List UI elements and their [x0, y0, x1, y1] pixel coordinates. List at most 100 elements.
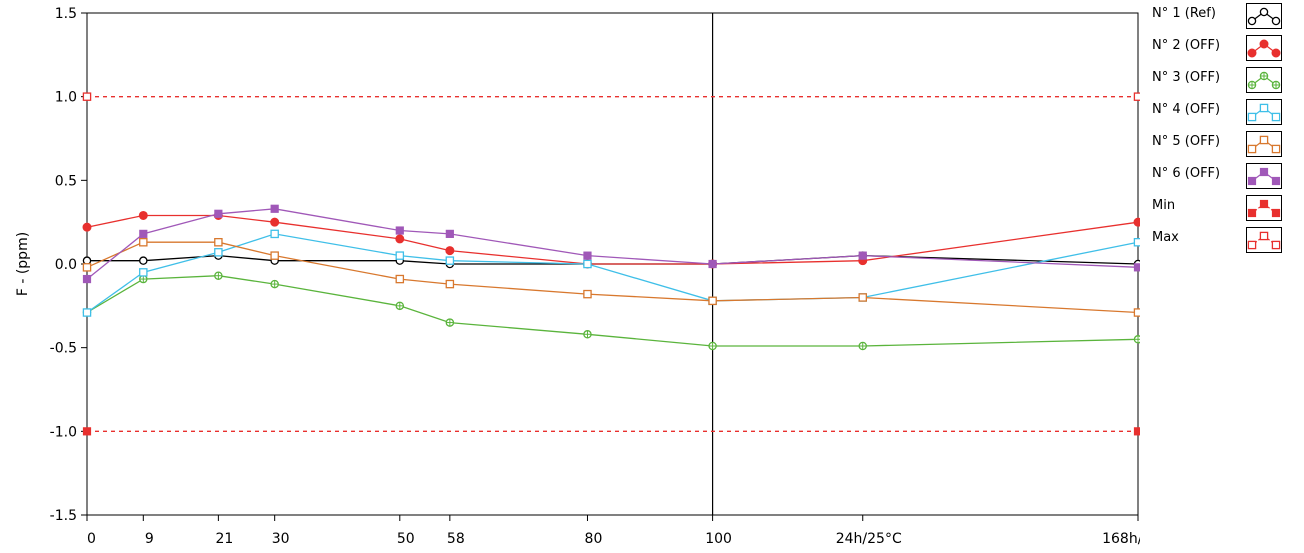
data-point	[139, 237, 148, 247]
legend-swatch-graphic	[1247, 167, 1281, 186]
data-point	[1259, 231, 1269, 241]
y-axis-title: F - (ppm)	[15, 232, 31, 296]
legend-swatch-graphic	[1247, 39, 1281, 58]
series-line	[86, 241, 1139, 314]
data-point	[1133, 263, 1140, 272]
x-tick-label: 30	[272, 531, 290, 547]
data-point	[82, 308, 92, 317]
series-8	[82, 92, 1140, 101]
data-point	[1247, 176, 1257, 186]
legend-swatch-graphic	[1247, 71, 1281, 90]
data-point	[214, 237, 223, 247]
data-point	[1271, 16, 1281, 26]
data-point	[395, 226, 404, 235]
data-point	[82, 274, 92, 284]
y-axis: 1.5 1.0 0.5 0.0 -0.5 -1.0 -1.5	[50, 6, 87, 524]
legend-swatch-graphic	[1247, 7, 1281, 26]
series-line	[86, 214, 1139, 265]
data-point	[1133, 237, 1140, 247]
x-tick-label: 50	[397, 531, 415, 547]
legend: N° 1 (Ref) N° 2 (OFF) N° 3 (OFF) N° 4 (OFF)…	[1152, 2, 1302, 258]
y-tick-label: 1.5	[55, 6, 77, 22]
data-point	[1271, 112, 1281, 122]
data-point	[82, 222, 92, 232]
data-point	[583, 289, 592, 299]
x-tick-label: 9	[145, 531, 154, 547]
data-point	[270, 217, 280, 227]
data-point	[1247, 48, 1257, 58]
data-point	[445, 246, 455, 256]
data-point	[138, 210, 148, 220]
y-tick-label: 1.0	[55, 90, 77, 106]
x-tick-label: 100	[705, 531, 732, 547]
data-point	[1133, 217, 1140, 227]
data-point	[1247, 16, 1257, 26]
data-point	[1271, 144, 1281, 154]
legend-swatch	[1246, 195, 1282, 221]
y-tick-label: 0.5	[55, 173, 77, 189]
data-point	[1271, 240, 1281, 250]
x-tick-label: 0	[87, 531, 96, 547]
y-tick-label: -0.5	[50, 341, 77, 357]
data-point	[1259, 39, 1269, 49]
y-tick-label: -1.0	[50, 424, 77, 440]
legend-item[interactable]: Min	[1152, 194, 1302, 226]
legend-swatch	[1246, 227, 1282, 253]
series-group	[82, 92, 1140, 436]
data-point	[214, 248, 223, 257]
series-line	[86, 275, 1139, 347]
data-point	[1133, 308, 1140, 317]
data-point	[139, 229, 148, 238]
data-point	[214, 209, 223, 218]
data-point	[1247, 240, 1257, 250]
data-point	[1133, 427, 1140, 436]
series-3	[82, 271, 1140, 351]
y-tick-label: 0.0	[55, 257, 77, 273]
data-point	[1247, 144, 1257, 154]
legend-item[interactable]: N° 1 (Ref)	[1152, 2, 1302, 34]
legend-item[interactable]: N° 3 (OFF)	[1152, 66, 1302, 98]
legend-item[interactable]: Max	[1152, 226, 1302, 258]
series-6	[82, 204, 1140, 284]
data-point	[1259, 7, 1269, 17]
series-7	[82, 427, 1140, 436]
data-point	[1259, 167, 1269, 177]
legend-swatch-graphic	[1247, 231, 1281, 250]
data-point	[395, 234, 405, 244]
legend-label: N° 4 (OFF)	[1152, 102, 1221, 117]
data-point	[445, 279, 455, 289]
legend-item[interactable]: N° 5 (OFF)	[1152, 130, 1302, 162]
legend-item[interactable]: N° 2 (OFF)	[1152, 34, 1302, 66]
legend-swatch-graphic	[1247, 199, 1281, 218]
data-point	[270, 251, 279, 260]
legend-swatch	[1246, 131, 1282, 157]
x-axis: 0 9 21 30 50 58 80 100 24h/25°C 168h/100°C	[86, 515, 1140, 547]
data-point	[858, 251, 867, 260]
legend-swatch	[1246, 163, 1282, 189]
y-tick-label: -1.5	[50, 508, 77, 524]
legend-item[interactable]: N° 4 (OFF)	[1152, 98, 1302, 130]
data-point	[1259, 199, 1269, 209]
data-point	[395, 251, 405, 260]
legend-label: Max	[1152, 230, 1179, 245]
legend-swatch	[1246, 3, 1282, 29]
data-point	[583, 259, 592, 269]
data-point	[1271, 176, 1281, 186]
x-tick-label: 21	[215, 531, 233, 547]
line-chart: 1.5 1.0 0.5 0.0 -0.5 -1.0 -1.5 0 9 21 30 50 58 80 100…	[15, 6, 1140, 547]
data-point	[708, 259, 717, 269]
x-tick-label: 80	[585, 531, 603, 547]
data-point	[708, 296, 717, 306]
x-tick-label: 24h/25°C	[836, 531, 902, 547]
data-point	[858, 293, 867, 302]
data-point	[139, 268, 148, 277]
legend-item[interactable]: N° 6 (OFF)	[1152, 162, 1302, 194]
x-tick-label: 58	[447, 531, 465, 547]
data-point	[1271, 48, 1281, 58]
data-point	[1133, 92, 1140, 101]
legend-label: Min	[1152, 198, 1176, 213]
legend-swatch-graphic	[1247, 135, 1281, 154]
legend-label: N° 2 (OFF)	[1152, 38, 1221, 53]
data-point	[1271, 208, 1281, 218]
legend-swatch	[1246, 67, 1282, 93]
